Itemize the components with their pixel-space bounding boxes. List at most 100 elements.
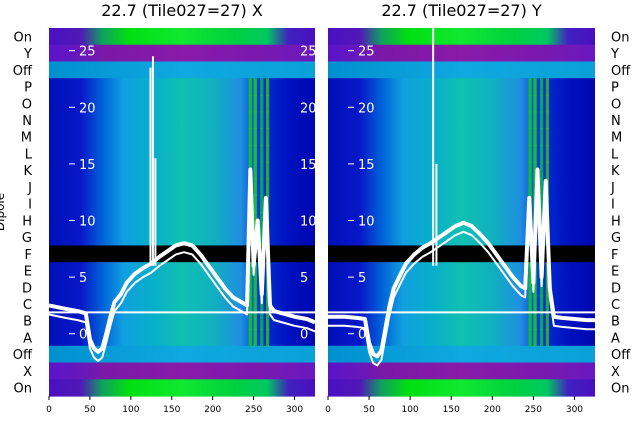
dipole-label: On [14,382,32,397]
rfi-column-3-6 [545,128,549,146]
inner-tick-label: 15 [79,158,96,173]
dipole-label: Y [23,47,32,62]
rfi-column-2-3 [539,78,544,96]
inner-tick-label-right: 15 [300,158,317,173]
rfi-column-1-9 [253,178,257,196]
dipole-label: P [611,81,619,96]
heatmap-row-10 [328,195,595,213]
dipole-label: J [610,181,615,196]
rfi-column-1-6 [253,128,257,146]
rfi-column-2-12 [260,228,264,247]
rfi-column-2-16 [539,295,544,313]
dipole-label: M [611,131,622,146]
rfi-column-3-7 [545,145,549,163]
x-tick-label: 0 [325,405,331,415]
rfi-column-2-8 [260,161,264,180]
heatmap-row-18 [328,329,595,347]
rfi-column-3-15 [545,278,549,297]
rfi-column-2-8 [539,161,544,180]
dipole-label: E [24,265,32,280]
heatmap-row-6 [328,128,595,146]
rfi-column-0-3 [528,78,532,96]
rfi-column-1-17 [533,312,537,330]
dipole-label: I [28,198,32,213]
rfi-column-3-16 [265,295,270,313]
rfi-column-1-4 [253,94,257,113]
rfi-column-1-17 [253,312,257,330]
rfi-column-1-3 [253,78,257,96]
rfi-column-2-9 [539,178,544,196]
rfi-column-1-16 [533,295,537,313]
rfi-column-0-5 [528,111,532,129]
chart-panel-2: 22.7 (Tile027=27) Y On Y Off PONMLKJIHGFEDCB… [325,1,631,415]
dipole-label: Y [610,47,619,62]
rfi-column-0-18 [528,329,532,347]
heatmap-row-0 [328,28,595,46]
inner-tick-label: 25 [79,45,96,60]
heatmap-row-2 [328,61,595,79]
inner-tick-label: 20 [79,101,96,116]
inner-tick-label-right: 10 [300,214,317,229]
y-axis-label: Dipole [0,193,7,231]
rfi-column-3-8 [545,161,549,180]
chart-title: 22.7 (Tile027=27) X [101,1,263,20]
rfi-column-3-8 [265,161,270,180]
dipole-label: Off [13,348,33,363]
inner-tick-label-right: 5 [300,271,308,286]
rfi-column-1-6 [533,128,537,146]
dipole-label: D [611,281,621,296]
dipole-label: G [611,231,621,246]
rfi-column-1-18 [533,329,537,347]
heatmap-row-21 [49,379,315,397]
rfi-column-3-9 [265,178,270,196]
inner-tick-label: 0 [358,328,366,343]
rfi-column-3-16 [545,295,549,313]
series-line-secondary [48,177,316,362]
rfi-column-1-16 [253,295,257,313]
rfi-column-3-18 [265,329,270,347]
rfi-column-1-11 [253,212,257,230]
rfi-column-3-3 [265,78,270,96]
series-line-secondary [328,177,595,367]
inner-tick-label: 5 [358,271,366,286]
rfi-column-2-17 [539,312,544,330]
x-tick-label: 150 [443,405,460,415]
inner-tick-label: 0 [79,328,87,343]
rfi-column-1-3 [533,78,537,96]
heatmap-row-19 [49,345,315,364]
dipole-label: M [21,131,32,146]
rfi-column-3-17 [265,312,270,330]
x-tick-label: 300 [566,405,583,415]
heatmap-row-8 [328,161,595,180]
dipole-label: B [23,315,32,330]
heatmap-row-18 [49,329,315,347]
rfi-column-1-18 [253,329,257,347]
rfi-column-1-15 [533,278,537,297]
heatmap-row-10 [49,195,315,213]
rfi-column-3-6 [265,128,270,146]
heatmap-row-4 [328,94,595,113]
x-tick-label: 100 [122,405,139,415]
rfi-column-2-6 [539,128,544,146]
dipole-label: L [25,147,33,162]
heatmap-row-3 [328,78,595,96]
rfi-column-2-3 [260,78,264,96]
x-tick-label: 250 [525,405,542,415]
dipole-label: C [611,298,620,313]
rfi-column-1-7 [533,145,537,163]
rfi-column-3-3 [545,78,549,96]
rfi-column-0-6 [248,128,252,146]
rfi-column-0-9 [528,178,532,196]
rfi-column-2-18 [260,329,264,347]
heatmap-row-15 [49,278,315,297]
dipole-label: X [611,365,620,380]
rfi-column-2-10 [539,195,544,213]
rfi-column-0-4 [248,94,252,113]
dipole-label: On [611,30,629,45]
x-tick-label: 150 [163,405,180,415]
rfi-column-2-7 [539,145,544,163]
dipole-label: B [611,315,620,330]
rfi-column-2-4 [539,94,544,113]
dipole-label: J [27,181,32,196]
x-tick-label: 50 [363,405,375,415]
